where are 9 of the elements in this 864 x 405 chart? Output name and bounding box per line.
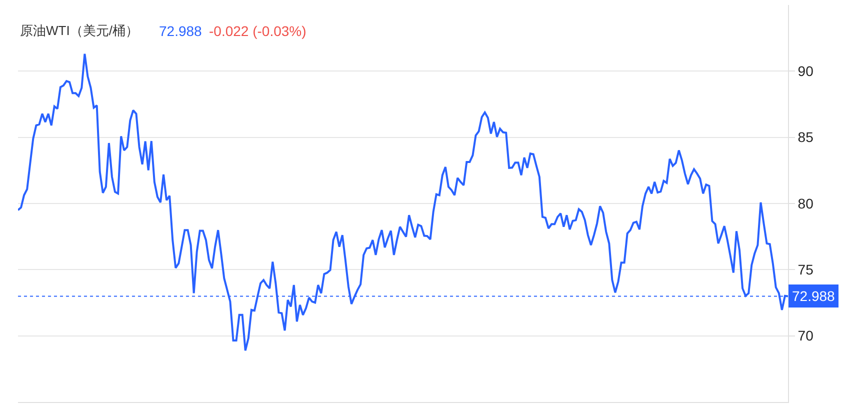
- y-tick-label: 85: [798, 129, 814, 146]
- y-tick-label: 75: [798, 262, 814, 278]
- y-tick-label: 80: [798, 195, 814, 212]
- annotation: -0.022 (-0.03%): [209, 23, 306, 39]
- text: 原油WTI（美元/桶）: [20, 23, 138, 38]
- y-tick-label: 90: [798, 63, 814, 80]
- y-tick-label: 70: [798, 328, 814, 344]
- annotation: 72.988: [159, 23, 202, 39]
- ref-line-label: 72.988: [792, 288, 836, 304]
